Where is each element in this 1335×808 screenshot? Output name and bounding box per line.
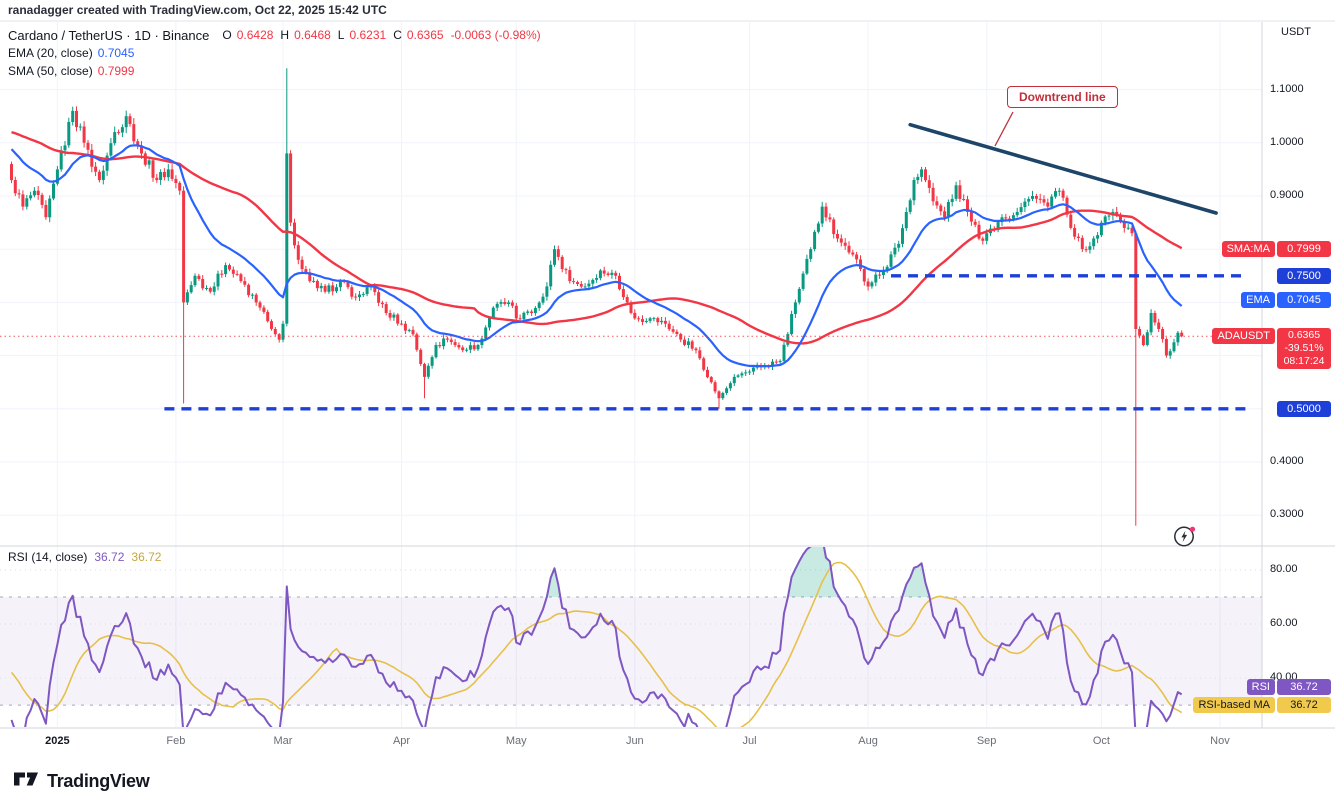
open-value: 0.6428 [236,28,274,42]
downtrend-label[interactable]: Downtrend line [1007,86,1118,108]
time-axis-label: Oct [1092,735,1110,747]
time-axis-label: Nov [1210,735,1230,747]
time-axis-label: 2025 [45,735,70,747]
ema-badge[interactable]: EMA 0.7045 [1241,291,1331,308]
time-axis-label: Apr [392,735,411,747]
axis-currency-label: USDT [1281,26,1311,38]
rsi-label: RSI (14, close) [8,550,88,564]
low-label: L [337,28,345,42]
sma-legend-row[interactable]: SMA (50, close) 0.7999 [8,62,541,80]
symbol-title: Cardano / TetherUS · 1D · Binance [8,27,210,43]
sma-ma-badge[interactable]: SMA:MA 0.7999 [1221,241,1331,258]
time-axis-label: Sep [976,735,997,747]
ema-line[interactable] [10,144,1183,368]
level-0-7500-badge[interactable]: 0.7500 [1277,267,1331,284]
ema-value: 0.7045 [97,46,135,60]
rsi-legend-row[interactable]: RSI (14, close) 36.72 36.72 [8,550,161,564]
time-axis-label: Feb [166,735,186,747]
close-value: 0.6365 [406,28,444,42]
open-label: O [222,28,232,42]
rsi-badge[interactable]: RSI 36.72 [1246,678,1331,695]
symbol-legend-row[interactable]: Cardano / TetherUS · 1D · Binance O 0.64… [8,26,541,44]
chart-legend: Cardano / TetherUS · 1D · Binance O 0.64… [8,26,541,80]
price-axis-label: 0.3000 [1270,508,1304,521]
level-0-5000-badge[interactable]: 0.5000 [1277,400,1331,417]
price-axis-label: 1.1000 [1270,82,1304,95]
time-axis-label: May [505,735,527,747]
symbol-last-price-badge[interactable]: ADAUSDT 0.6365 -39.51% 08:17:24 [1212,328,1331,370]
rsi-based-ma-badge[interactable]: RSI-based MA 36.72 [1193,697,1331,714]
callout-pointer [994,111,1014,147]
sma-label: SMA (50, close) [8,64,93,78]
footer: TradingView [12,768,150,795]
low-value: 0.6231 [349,28,387,42]
time-axis[interactable] [0,728,1335,753]
tradingview-logo-icon[interactable] [12,768,40,795]
ema-legend-row[interactable]: EMA (20, close) 0.7045 [8,44,541,62]
sma-value: 0.7999 [97,64,135,78]
rsi-axis-label: 80.00 [1270,562,1298,575]
rsi-axis-label: 60.00 [1270,617,1298,630]
time-axis-label: Jul [742,735,757,747]
change-value: -0.0063 (-0.98%) [450,28,541,42]
close-label: C [393,28,402,42]
price-axis-label: 0.4000 [1270,455,1304,467]
sma-line[interactable] [11,130,1183,345]
time-axis-label: Aug [858,735,878,747]
rsi-line[interactable] [10,537,1183,756]
downtrend-line[interactable] [908,122,1218,215]
rsi-ma-value: 36.72 [131,550,162,564]
tradingview-brand[interactable]: TradingView [47,771,150,791]
high-label: H [280,28,290,42]
time-axis-label: Jun [625,735,644,747]
ema-label: EMA (20, close) [8,46,93,60]
time-axis-label: Mar [273,735,293,747]
price-axis-label: 0.9000 [1270,188,1304,201]
rsi-value: 36.72 [94,550,125,564]
lightning-icon[interactable] [1172,523,1198,549]
candles [10,68,1184,526]
rsi-ma-line[interactable] [10,561,1183,734]
attribution-text: ranadagger created with TradingView.com,… [8,3,387,17]
price-axis-label: 1.0000 [1270,135,1304,148]
high-value: 0.6468 [294,28,331,42]
